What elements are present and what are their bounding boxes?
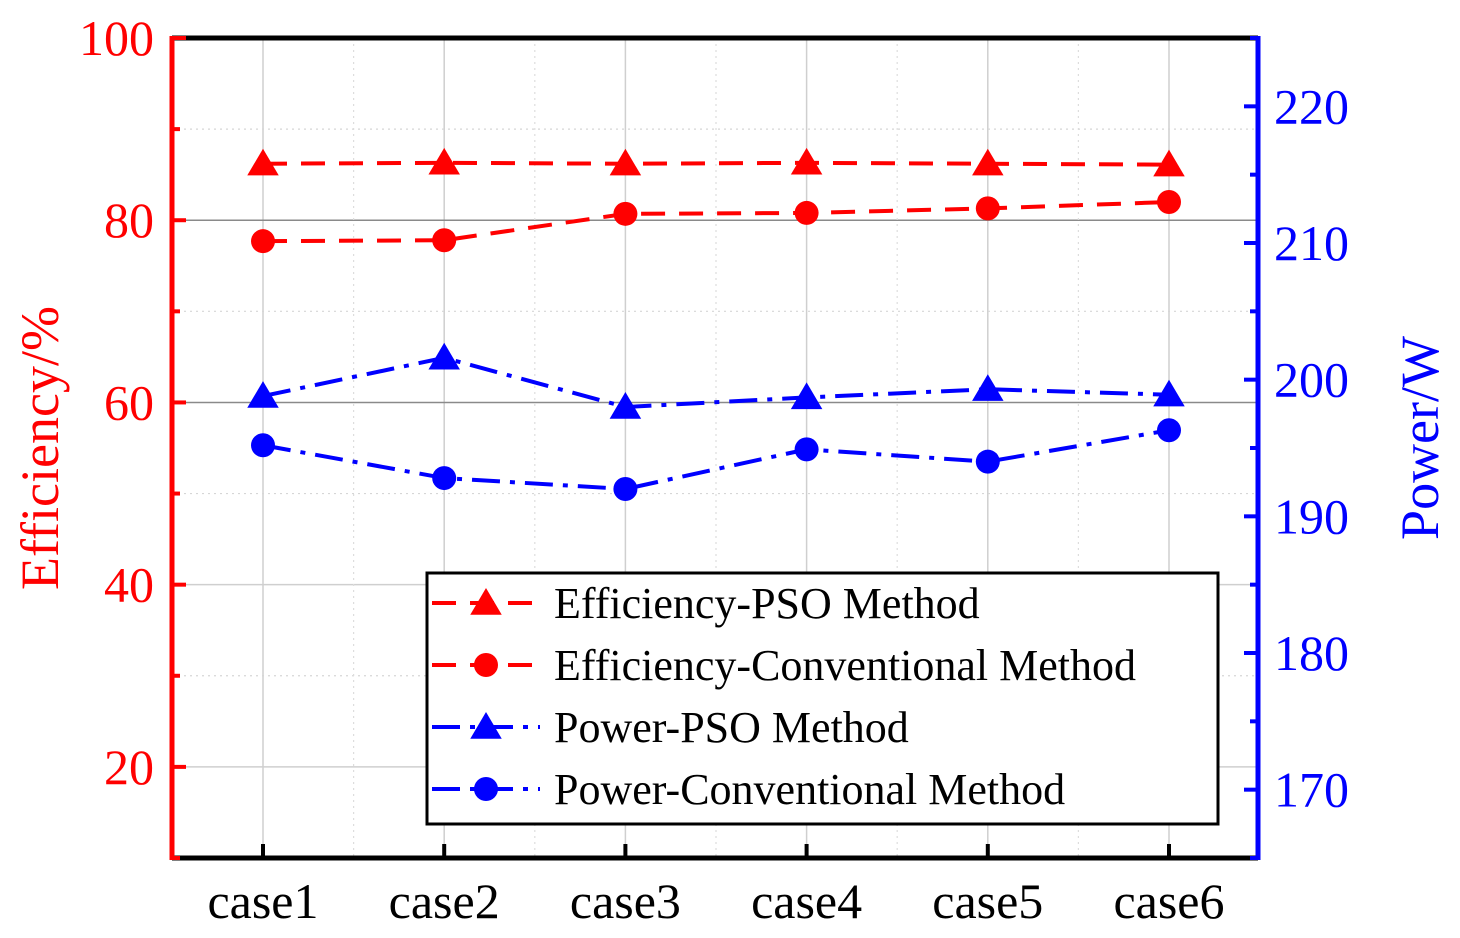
left-tick-label: 80 <box>104 192 154 248</box>
right-axis-title: Power/W <box>1390 336 1450 540</box>
x-tick-label: case2 <box>389 873 500 929</box>
data-point-1 <box>790 147 823 175</box>
legend-label: Efficiency-Conventional Method <box>554 641 1136 690</box>
data-point-2 <box>975 196 1000 221</box>
data-point-1 <box>609 148 642 176</box>
data-point-3 <box>790 382 823 410</box>
data-point-4 <box>975 449 1000 474</box>
right-tick-label: 180 <box>1274 625 1349 681</box>
data-point-2 <box>432 228 457 253</box>
legend-marker <box>474 653 498 677</box>
data-point-2 <box>794 200 819 225</box>
data-point-2 <box>613 201 638 226</box>
legend: Efficiency-PSO Method Efficiency-Conventi… <box>425 571 1220 826</box>
right-tick-label: 170 <box>1274 762 1349 818</box>
data-point-4 <box>251 433 275 458</box>
data-point-3 <box>428 342 460 370</box>
data-point-4 <box>432 466 457 491</box>
data-point-2 <box>1157 190 1181 214</box>
legend-marker <box>470 712 502 739</box>
data-point-1 <box>972 148 1004 176</box>
right-tick-label: 210 <box>1274 215 1349 271</box>
data-point-2 <box>251 229 275 254</box>
x-tick-label: case5 <box>932 873 1043 929</box>
data-point-1 <box>1153 149 1185 177</box>
x-tick-label: case4 <box>751 873 862 929</box>
x-tick-label: case6 <box>1113 873 1224 929</box>
legend-box <box>425 571 1220 826</box>
legend-label: Efficiency-PSO Method <box>554 579 980 628</box>
series <box>247 147 1185 501</box>
right-tick-label: 220 <box>1274 78 1349 134</box>
left-tick-label: 60 <box>104 374 154 430</box>
ticks: 20 40 60 80 100 170 180 190 200 210 220 case1 case2 c… <box>79 10 1349 929</box>
data-point-4 <box>1157 418 1181 443</box>
x-tick-label: case3 <box>570 873 681 929</box>
data-point-1 <box>247 148 279 176</box>
legend-marker <box>470 588 502 615</box>
right-tick-label: 200 <box>1274 352 1349 408</box>
data-point-1 <box>428 147 460 175</box>
series-line-4 <box>262 428 1170 492</box>
x-tick-label: case1 <box>207 873 318 929</box>
left-tick-label: 20 <box>104 739 154 795</box>
data-point-3 <box>247 381 279 408</box>
data-point-3 <box>972 374 1004 401</box>
data-point-3 <box>609 392 642 419</box>
legend-label: Power-Conventional Method <box>554 765 1065 814</box>
series-line-3 <box>262 355 1170 410</box>
left-tick-label: 100 <box>79 10 154 66</box>
data-point-3 <box>1153 379 1185 407</box>
legend-label: Power-PSO Method <box>554 703 909 752</box>
right-tick-label: 190 <box>1274 488 1349 544</box>
left-axis-title: Efficiency/% <box>10 306 70 590</box>
left-tick-label: 40 <box>104 557 154 613</box>
data-point-4 <box>613 477 638 501</box>
data-point-4 <box>794 437 819 462</box>
legend-marker <box>474 777 498 801</box>
